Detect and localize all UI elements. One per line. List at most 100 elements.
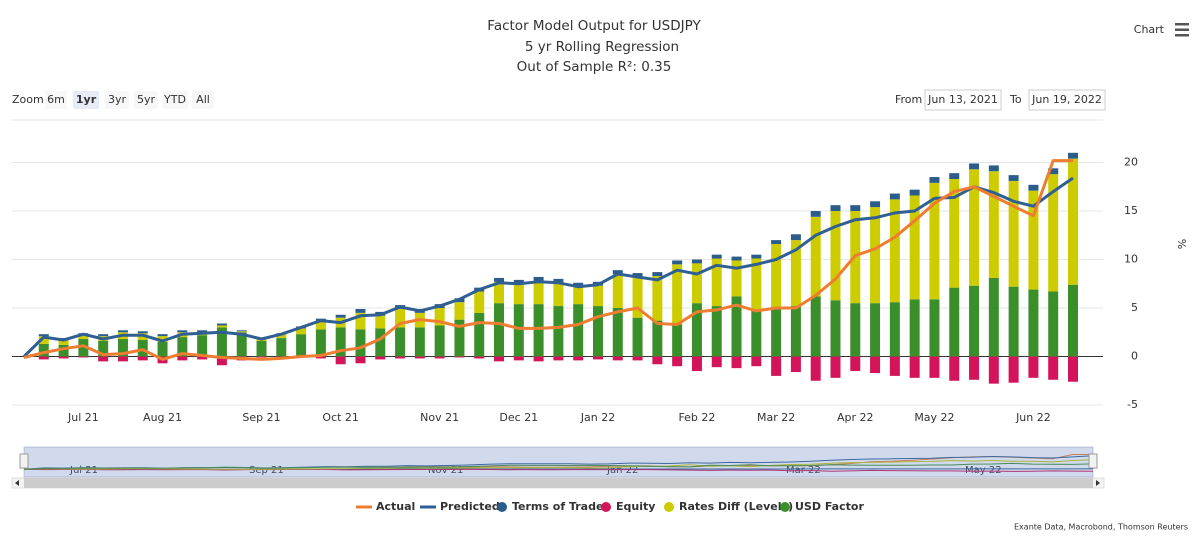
bar — [771, 357, 781, 376]
bar — [494, 357, 504, 362]
legend-label[interactable]: Rates Diff (Levels) — [679, 500, 793, 513]
range-to-value[interactable]: Jun 19, 2022 — [1031, 93, 1102, 106]
bar — [890, 357, 900, 376]
bar — [593, 357, 603, 360]
bar — [791, 306, 801, 356]
bar — [712, 357, 722, 368]
bar — [910, 357, 920, 378]
bar — [138, 331, 148, 333]
legend-symbol[interactable] — [497, 502, 507, 512]
bar — [652, 272, 662, 276]
bar — [732, 357, 742, 369]
menu-button[interactable]: Chart — [1134, 23, 1189, 37]
bar — [257, 341, 267, 357]
bar — [989, 357, 999, 384]
zoom-button-label[interactable]: YTD — [163, 93, 186, 106]
bar — [989, 165, 999, 171]
bar — [949, 173, 959, 179]
bar — [989, 171, 999, 278]
bar — [276, 338, 286, 356]
legend-label[interactable]: Actual — [376, 500, 415, 513]
bar — [751, 255, 761, 259]
bar — [494, 278, 504, 282]
y-tick-label: 0 — [1131, 350, 1138, 363]
bar — [553, 283, 563, 306]
bar — [1068, 153, 1078, 159]
bar — [573, 304, 583, 356]
menu-icon[interactable] — [1175, 34, 1189, 37]
legend-symbol[interactable] — [780, 502, 790, 512]
bar — [791, 357, 801, 373]
legend-label[interactable]: Equity — [616, 500, 655, 513]
bar — [534, 277, 544, 281]
menu-label[interactable]: Chart — [1134, 23, 1165, 36]
bar — [771, 244, 781, 308]
bar — [949, 288, 959, 357]
x-tick-label: Aug 21 — [143, 411, 182, 424]
bar — [712, 306, 722, 356]
y-tick-label: 20 — [1124, 156, 1138, 169]
bar — [613, 274, 623, 308]
bar — [237, 330, 247, 331]
zoom-button-label[interactable]: 1yr — [76, 93, 97, 106]
bar — [633, 357, 643, 361]
x-tick-label: Jan 22 — [580, 411, 615, 424]
legend-symbol[interactable] — [601, 502, 611, 512]
bar — [296, 334, 306, 356]
legend-label[interactable]: Predicted — [440, 500, 500, 513]
chart-subtitle: Out of Sample R²: 0.35 — [517, 59, 672, 75]
bar — [355, 309, 365, 313]
bar — [613, 308, 623, 357]
bar — [672, 260, 682, 264]
bar — [217, 325, 227, 327]
bar — [435, 357, 445, 359]
legend-label[interactable]: Terms of Trade — [512, 500, 603, 513]
bar — [98, 334, 108, 336]
bar — [553, 357, 563, 361]
bar — [1028, 357, 1038, 378]
bar — [751, 357, 761, 367]
navigator-handle[interactable] — [1089, 454, 1097, 468]
scrollbar-thumb[interactable] — [24, 478, 1093, 488]
x-tick-label: Nov 21 — [420, 411, 459, 424]
bar — [534, 304, 544, 356]
bar — [811, 296, 821, 356]
bar — [514, 304, 524, 356]
bar — [494, 303, 504, 356]
bar — [593, 286, 603, 306]
chart-title: Factor Model Output for USDJPY — [487, 18, 701, 34]
bar — [890, 302, 900, 356]
x-tick-label: Jun 22 — [1015, 411, 1051, 424]
bar — [355, 357, 365, 364]
bar — [732, 260, 742, 296]
bar — [573, 287, 583, 304]
bar — [78, 357, 88, 358]
bar — [593, 306, 603, 356]
bar — [850, 205, 860, 211]
x-tick-label: Jul 21 — [67, 411, 99, 424]
legend-symbol[interactable] — [664, 502, 674, 512]
bar — [830, 300, 840, 356]
bar — [177, 357, 187, 361]
bar — [138, 357, 148, 361]
menu-icon[interactable] — [1175, 23, 1189, 26]
navigator-handle[interactable] — [20, 454, 28, 468]
bar — [474, 313, 484, 357]
menu-icon[interactable] — [1175, 29, 1189, 32]
bar — [870, 303, 880, 356]
bar — [474, 357, 484, 359]
range-from-value[interactable]: Jun 13, 2021 — [927, 93, 998, 106]
bar — [534, 281, 544, 304]
chart-subtitle: 5 yr Rolling Regression — [525, 39, 679, 55]
y-tick-label: 15 — [1124, 204, 1138, 217]
zoom-button-label[interactable]: 6m — [47, 93, 65, 106]
bar — [830, 205, 840, 211]
legend-label[interactable]: USD Factor — [795, 500, 864, 513]
bar — [989, 278, 999, 357]
bar — [375, 316, 385, 329]
bar — [969, 163, 979, 169]
bar — [375, 328, 385, 356]
bar — [652, 357, 662, 365]
bar — [633, 318, 643, 357]
